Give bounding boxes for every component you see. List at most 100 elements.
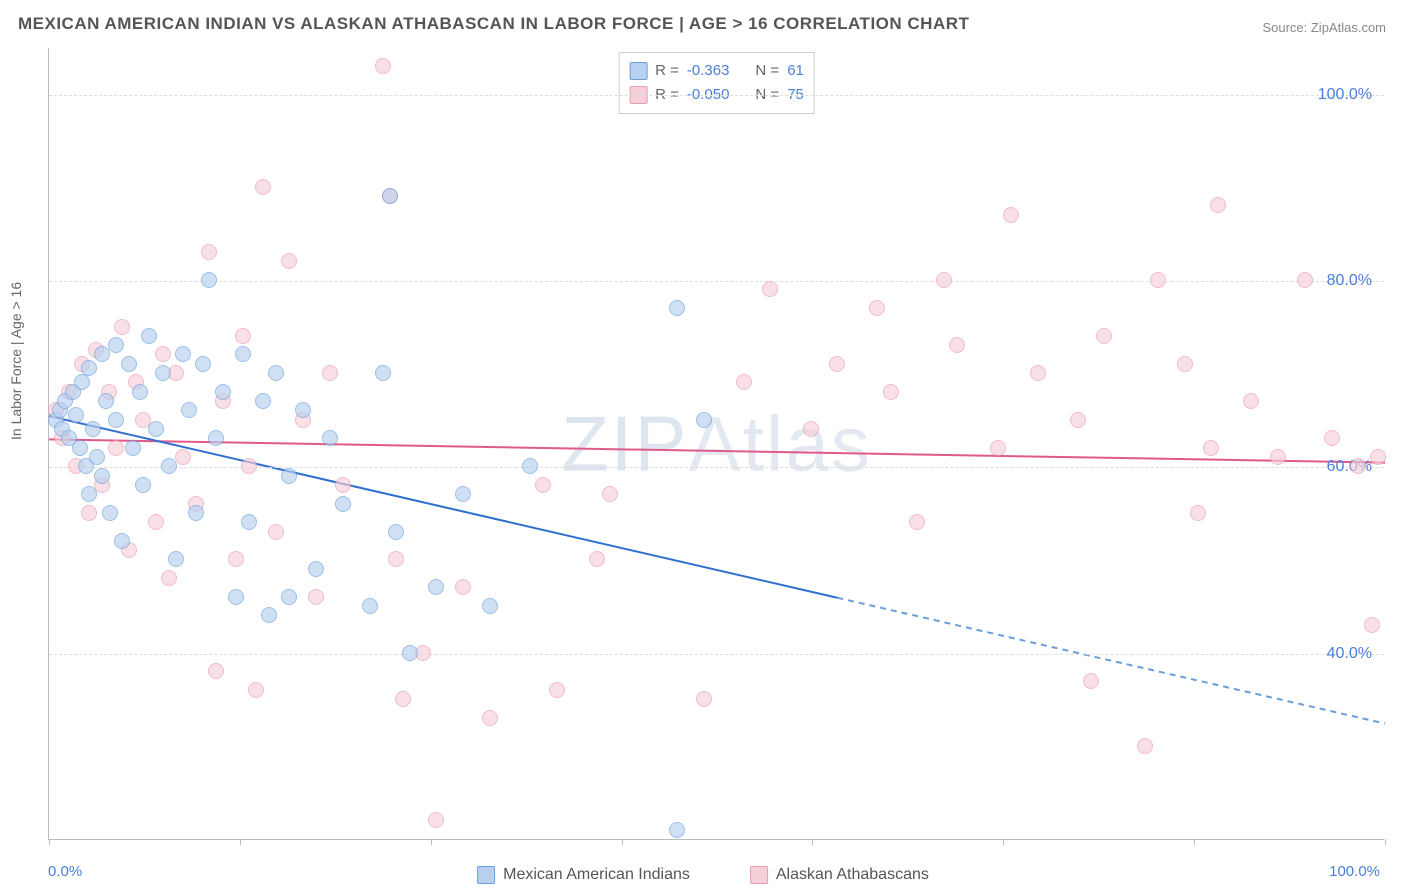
data-point bbox=[248, 682, 264, 698]
x-tick bbox=[431, 839, 432, 845]
x-tick bbox=[1003, 839, 1004, 845]
data-point bbox=[455, 486, 471, 502]
swatch-icon bbox=[477, 866, 495, 884]
series-legend: Mexican American Indians Alaskan Athabas… bbox=[477, 866, 929, 884]
data-point bbox=[114, 533, 130, 549]
data-point bbox=[89, 449, 105, 465]
data-point bbox=[268, 524, 284, 540]
data-point bbox=[268, 365, 284, 381]
legend-label: Mexican American Indians bbox=[503, 866, 690, 884]
gridline bbox=[49, 654, 1384, 655]
data-point bbox=[281, 589, 297, 605]
legend-item-pink: Alaskan Athabascans bbox=[750, 866, 929, 884]
data-point bbox=[522, 458, 538, 474]
data-point bbox=[208, 430, 224, 446]
data-point bbox=[696, 691, 712, 707]
data-point bbox=[261, 607, 277, 623]
legend-r-prefix: R = bbox=[655, 59, 679, 83]
data-point bbox=[228, 551, 244, 567]
data-point bbox=[135, 477, 151, 493]
data-point bbox=[108, 337, 124, 353]
x-tick-max: 100.0% bbox=[1329, 863, 1380, 880]
swatch-icon bbox=[750, 866, 768, 884]
data-point bbox=[308, 561, 324, 577]
data-point bbox=[482, 598, 498, 614]
x-tick bbox=[1385, 839, 1386, 845]
data-point bbox=[125, 440, 141, 456]
data-point bbox=[589, 551, 605, 567]
data-point bbox=[1270, 449, 1286, 465]
data-point bbox=[74, 374, 90, 390]
x-tick bbox=[49, 839, 50, 845]
data-point bbox=[188, 505, 204, 521]
data-point bbox=[909, 514, 925, 530]
gridline bbox=[49, 95, 1384, 96]
data-point bbox=[382, 188, 398, 204]
data-point bbox=[85, 421, 101, 437]
data-point bbox=[455, 579, 471, 595]
data-point bbox=[669, 300, 685, 316]
data-point bbox=[148, 421, 164, 437]
data-point bbox=[161, 570, 177, 586]
data-point bbox=[482, 710, 498, 726]
legend-r-value: -0.363 bbox=[687, 59, 730, 83]
data-point bbox=[762, 281, 778, 297]
data-point bbox=[235, 328, 251, 344]
data-point bbox=[335, 496, 351, 512]
data-point bbox=[549, 682, 565, 698]
legend-label: Alaskan Athabascans bbox=[776, 866, 929, 884]
data-point bbox=[201, 244, 217, 260]
data-point bbox=[161, 458, 177, 474]
legend-n-prefix: N = bbox=[755, 59, 779, 83]
data-point bbox=[388, 551, 404, 567]
data-point bbox=[1324, 430, 1340, 446]
data-point bbox=[869, 300, 885, 316]
data-point bbox=[108, 412, 124, 428]
data-point bbox=[141, 328, 157, 344]
data-point bbox=[1203, 440, 1219, 456]
data-point bbox=[883, 384, 899, 400]
data-point bbox=[602, 486, 618, 502]
data-point bbox=[181, 402, 197, 418]
data-point bbox=[388, 524, 404, 540]
source-attribution: Source: ZipAtlas.com bbox=[1262, 20, 1386, 35]
data-point bbox=[1190, 505, 1206, 521]
data-point bbox=[322, 430, 338, 446]
data-point bbox=[81, 486, 97, 502]
y-tick-label: 80.0% bbox=[1327, 272, 1372, 290]
data-point bbox=[195, 356, 211, 372]
data-point bbox=[1150, 272, 1166, 288]
legend-row-blue: R = -0.363 N = 61 bbox=[629, 59, 804, 83]
data-point bbox=[335, 477, 351, 493]
data-point bbox=[949, 337, 965, 353]
swatch-icon bbox=[629, 62, 647, 80]
data-point bbox=[68, 407, 84, 423]
y-tick-label: 100.0% bbox=[1318, 86, 1372, 104]
data-point bbox=[362, 598, 378, 614]
data-point bbox=[94, 468, 110, 484]
data-point bbox=[395, 691, 411, 707]
data-point bbox=[215, 384, 231, 400]
data-point bbox=[235, 346, 251, 362]
data-point bbox=[428, 812, 444, 828]
data-point bbox=[402, 645, 418, 661]
data-point bbox=[98, 393, 114, 409]
data-point bbox=[829, 356, 845, 372]
data-point bbox=[936, 272, 952, 288]
data-point bbox=[1350, 458, 1366, 474]
data-point bbox=[102, 505, 118, 521]
correlation-legend: R = -0.363 N = 61 R = -0.050 N = 75 bbox=[618, 52, 815, 114]
data-point bbox=[208, 663, 224, 679]
data-point bbox=[1137, 738, 1153, 754]
data-point bbox=[1096, 328, 1112, 344]
data-point bbox=[241, 458, 257, 474]
data-point bbox=[428, 579, 444, 595]
legend-n-value: 61 bbox=[787, 59, 804, 83]
data-point bbox=[669, 822, 685, 838]
data-point bbox=[228, 589, 244, 605]
x-tick bbox=[1194, 839, 1195, 845]
data-point bbox=[322, 365, 338, 381]
data-point bbox=[81, 505, 97, 521]
x-tick-min: 0.0% bbox=[48, 863, 82, 880]
data-point bbox=[175, 346, 191, 362]
